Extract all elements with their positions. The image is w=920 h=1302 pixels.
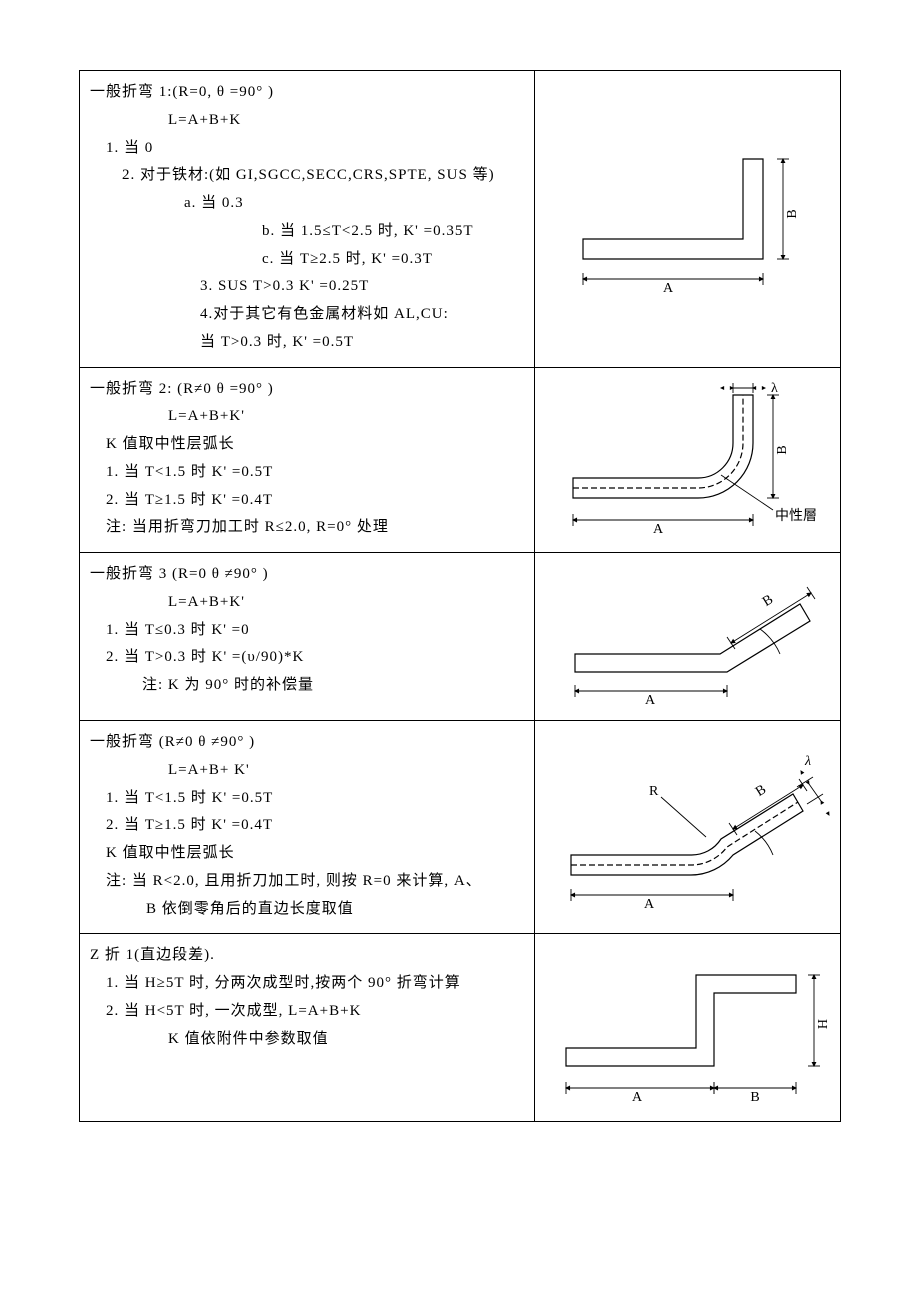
diagram-cell: AB bbox=[535, 553, 840, 720]
diagram-cell: A R Bλ bbox=[535, 721, 840, 933]
row-title: 一般折弯 2: (R≠0 θ =90° ) bbox=[90, 376, 524, 404]
row-title: 一般折弯 (R≠0 θ ≠90° ) bbox=[90, 729, 524, 757]
svg-text:A: A bbox=[652, 522, 663, 537]
row-line: 1. 当 02. 对于铁材:(如 GI,SGCC,SECC,CRS,SPTE, … bbox=[90, 135, 524, 357]
row-line: 当 T>0.3 时, K' =0.5T bbox=[184, 329, 524, 357]
bend-row: 一般折弯 3 (R=0 θ ≠90° )L=A+B+K'1. 当 T≤0.3 时… bbox=[80, 553, 840, 721]
diagram-cell: A Bλ 中性層 bbox=[535, 368, 840, 553]
row-line: K 值依附件中参数取值 bbox=[90, 1026, 524, 1054]
diagram-cell: A B H bbox=[535, 934, 840, 1121]
row-line: 注: 当 R<2.0, 且用折刀加工时, 则按 R=0 来计算, A、 bbox=[90, 868, 524, 896]
svg-text:A: A bbox=[662, 281, 673, 296]
row-title: 一般折弯 3 (R=0 θ ≠90° ) bbox=[90, 561, 524, 589]
text-cell: 一般折弯 1:(R=0, θ =90° )L=A+B+K1. 当 02. 对于铁… bbox=[80, 71, 535, 367]
row-line: a. 当 0.3b. 当 1.5≤T<2.5 时, K' =0.35Tc. 当 … bbox=[106, 190, 524, 357]
text-cell: Z 折 1(直边段差).1. 当 H≥5T 时, 分两次成型时,按两个 90° … bbox=[80, 934, 535, 1121]
row-line: 2. 当 H<5T 时, 一次成型, L=A+B+K bbox=[90, 998, 524, 1026]
svg-text:A: A bbox=[644, 897, 655, 912]
bend-table: 一般折弯 1:(R=0, θ =90° )L=A+B+K1. 当 02. 对于铁… bbox=[79, 70, 841, 1122]
diagram-cell: AB bbox=[535, 71, 840, 367]
svg-text:B: B bbox=[760, 592, 776, 610]
text-cell: 一般折弯 (R≠0 θ ≠90° )L=A+B+ K'1. 当 T<1.5 时 … bbox=[80, 721, 535, 933]
bend-row: 一般折弯 1:(R=0, θ =90° )L=A+B+K1. 当 02. 对于铁… bbox=[80, 71, 840, 368]
row-formula: L=A+B+ K' bbox=[90, 757, 524, 785]
svg-text:A: A bbox=[632, 1090, 643, 1105]
row-line: 1. 当 T<1.5 时 K' =0.5T bbox=[90, 785, 524, 813]
row-title: Z 折 1(直边段差). bbox=[90, 942, 524, 970]
row-line: 注: 当用折弯刀加工时 R≤2.0, R=0° 处理 bbox=[90, 514, 524, 542]
row-line: 2. 对于铁材:(如 GI,SGCC,SECC,CRS,SPTE, SUS 等) bbox=[106, 162, 524, 190]
bend-row: 一般折弯 2: (R≠0 θ =90° )L=A+B+K'K 值取中性层弧长1.… bbox=[80, 368, 840, 554]
row-line: K 值取中性层弧长 bbox=[90, 431, 524, 459]
svg-text:B: B bbox=[750, 1090, 759, 1105]
bend-row: 一般折弯 (R≠0 θ ≠90° )L=A+B+ K'1. 当 T<1.5 时 … bbox=[80, 721, 840, 934]
row-line: 4.对于其它有色金属材料如 AL,CU: bbox=[184, 301, 524, 329]
svg-text:中性層: 中性層 bbox=[775, 508, 817, 524]
row-line: B 依倒零角后的直边长度取值 bbox=[90, 896, 524, 924]
svg-text:A: A bbox=[645, 693, 656, 708]
row-line: 2. 当 T>0.3 时 K' =(υ/90)*K bbox=[90, 644, 524, 672]
bend-row: Z 折 1(直边段差).1. 当 H≥5T 时, 分两次成型时,按两个 90° … bbox=[80, 934, 840, 1121]
svg-text:B: B bbox=[785, 209, 800, 218]
row-line: 注: K 为 90° 时的补偿量 bbox=[90, 672, 524, 700]
svg-text:H: H bbox=[816, 1019, 831, 1029]
svg-text:B: B bbox=[753, 782, 769, 800]
row-line: K 值取中性层弧长 bbox=[90, 840, 524, 868]
svg-text:λ: λ bbox=[804, 754, 811, 769]
row-formula: L=A+B+K bbox=[90, 107, 524, 135]
row-line: c. 当 T≥2.5 时, K' =0.3T bbox=[184, 246, 524, 274]
text-cell: 一般折弯 3 (R=0 θ ≠90° )L=A+B+K'1. 当 T≤0.3 时… bbox=[80, 553, 535, 720]
row-formula: L=A+B+K' bbox=[90, 403, 524, 431]
row-line: 3. SUS T>0.3 K' =0.25T bbox=[184, 273, 524, 301]
row-line: 1. 当 T<1.5 时 K' =0.5T bbox=[90, 459, 524, 487]
svg-text:R: R bbox=[649, 784, 659, 799]
row-formula: L=A+B+K' bbox=[90, 589, 524, 617]
row-line: 2. 当 T≥1.5 时 K' =0.4T bbox=[90, 487, 524, 515]
row-line: b. 当 1.5≤T<2.5 时, K' =0.35T bbox=[184, 218, 524, 246]
row-line: 1. 当 T≤0.3 时 K' =0 bbox=[90, 617, 524, 645]
text-cell: 一般折弯 2: (R≠0 θ =90° )L=A+B+K'K 值取中性层弧长1.… bbox=[80, 368, 535, 553]
row-line: 1. 当 H≥5T 时, 分两次成型时,按两个 90° 折弯计算 bbox=[90, 970, 524, 998]
svg-text:λ: λ bbox=[771, 381, 778, 396]
row-line: 2. 当 T≥1.5 时 K' =0.4T bbox=[90, 812, 524, 840]
svg-text:B: B bbox=[775, 445, 790, 454]
row-title: 一般折弯 1:(R=0, θ =90° ) bbox=[90, 79, 524, 107]
